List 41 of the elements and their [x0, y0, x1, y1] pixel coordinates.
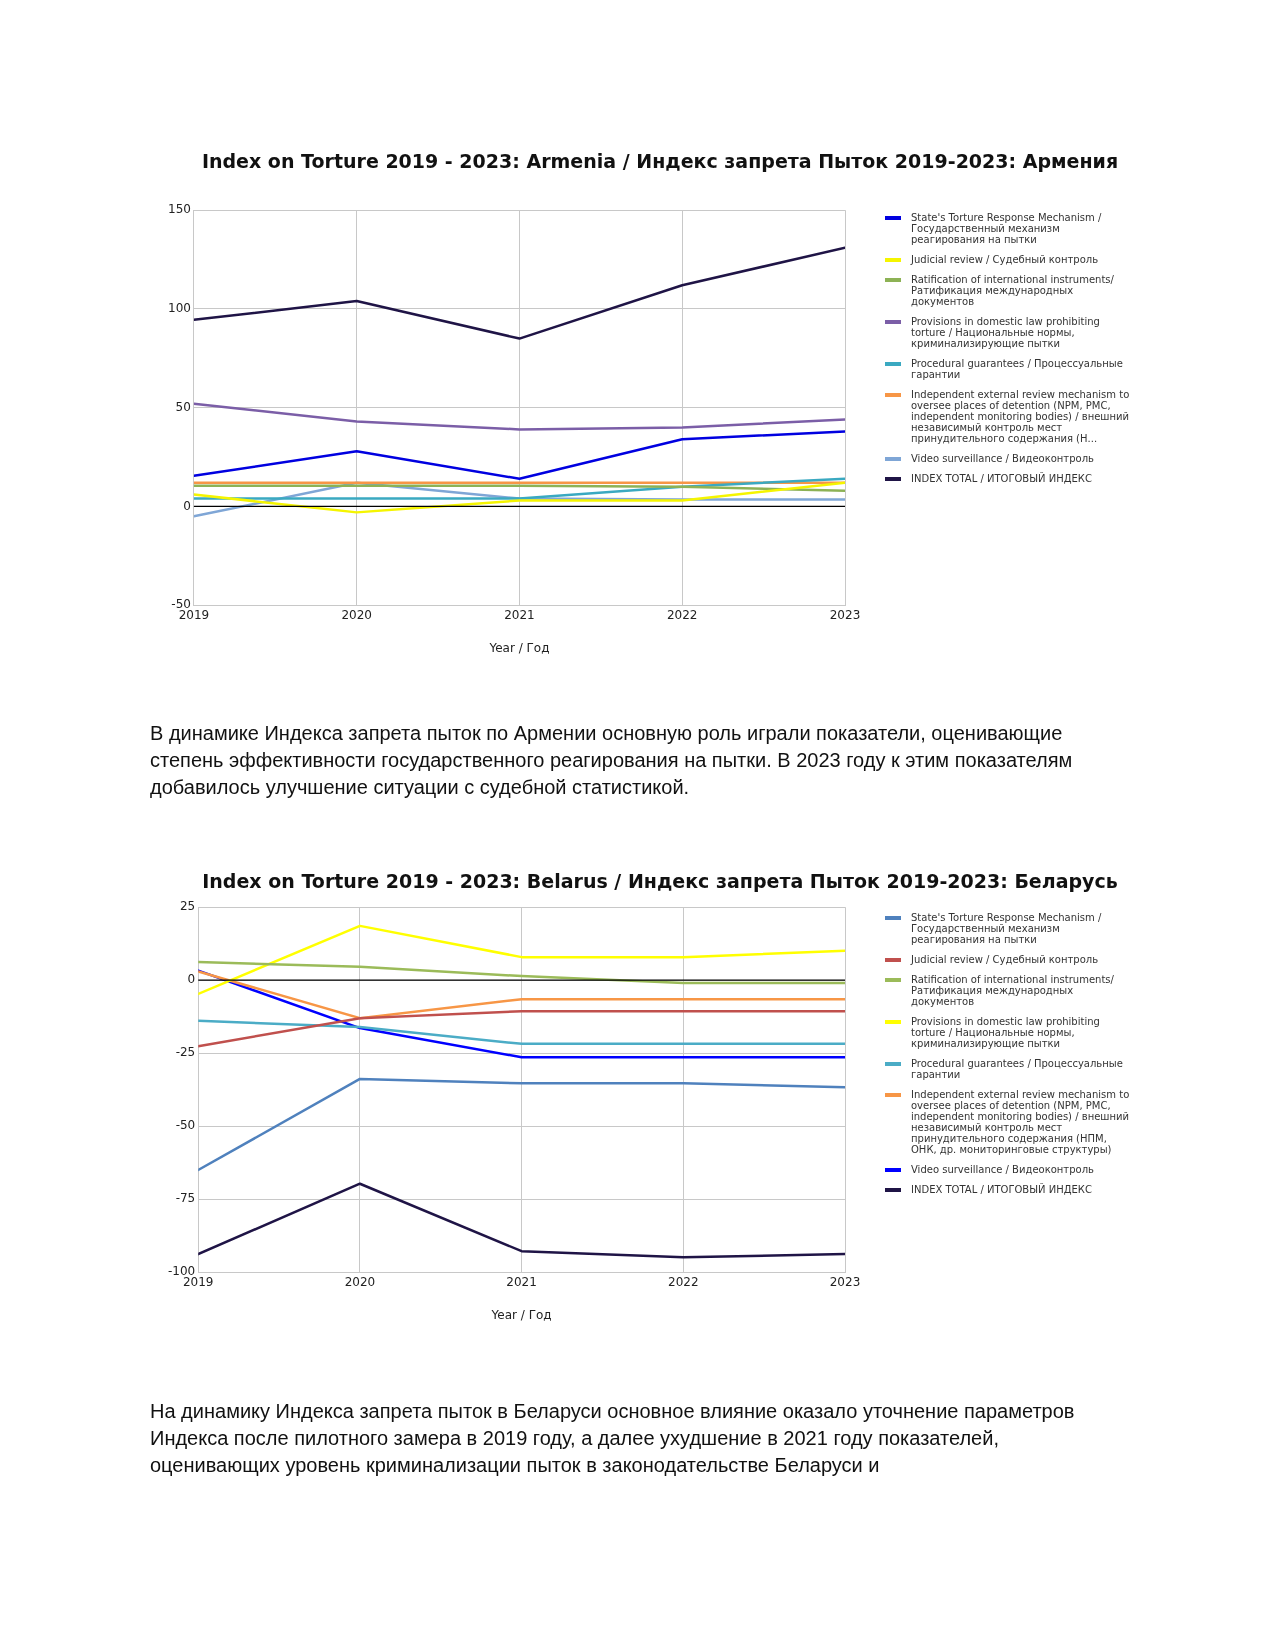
text: В динамике Индекса запрета пыток по Армении основную роль играли показатели, оценивающие степень эффективности государственного реагирования на пытки. В 2023 году к этим показателям добавилось улучшение ситуации с судебной статистикой. — [150, 721, 1074, 800]
x-tick-label: 2021 — [506, 1274, 537, 1289]
legend-label: State's Torture Response Mechanism / Государственный механизм реагирования на пытки — [911, 212, 1103, 245]
legend-label: Procedural guarantees / Процессуальные гарантии — [911, 1058, 1124, 1080]
x-tick-label: 2023 — [829, 607, 861, 622]
legend-label: Judicial review / Судебный контроль — [911, 254, 1099, 265]
y-tick-label: 100 — [168, 301, 191, 316]
x-tick-label: 2022 — [668, 1274, 699, 1289]
chart-title: Index on Torture 2019 - 2023: Armenia / Индекс запрета Пыток 2019-2023: Армения — [200, 150, 1120, 172]
y-tick-label: 25 — [179, 899, 196, 914]
legend-label: State's Torture Response Mechanism / Государственный механизм реагирования на пытки — [911, 912, 1103, 945]
x-tick-label: 2019 — [178, 607, 210, 622]
legend-label: Procedural guarantees / Процессуальные гарантии — [911, 358, 1124, 380]
x-tick-label: 2019 — [182, 1274, 214, 1289]
x-axis-title: Year / Год — [488, 640, 550, 655]
legend-label: Judicial review / Судебный контроль — [911, 954, 1099, 965]
text: На динамику Индекса запрета пыток в Беларуси основное влияние оказало уточнение параметров Индекса после пилотного замера в 2019 году, а далее ухудшение в 2021 году показателей, оценивающих уровень криминализации пыток в законодательстве Беларуси и — [150, 1399, 1076, 1478]
x-tick-label: 2020 — [344, 1274, 376, 1289]
legend-label: Video surveillance / Видеоконтроль — [911, 1164, 1094, 1175]
y-tick-label: -75 — [175, 1191, 196, 1206]
legend-label: Ratification of international instruments/ Ратификация международных документов — [911, 274, 1115, 307]
x-tick-label: 2021 — [504, 607, 535, 622]
legend-label: Independent external review mechanism to oversee places of detention (NPM, PMC, independent monitoring bodies) / внешний независимый контроль мест принудительного содержания (НПМ, ОНК, др. мониторинговые структуры) — [911, 1089, 1131, 1155]
legend-label: Video surveillance / Видеоконтроль — [911, 453, 1094, 464]
y-tick-label: 50 — [175, 399, 191, 414]
legend-label: Ratification of international instruments/ Ратификация международных документов — [911, 974, 1115, 1007]
y-tick-label: 150 — [168, 202, 191, 217]
x-tick-label: 2022 — [666, 607, 698, 622]
y-tick-label: -50 — [175, 1118, 196, 1133]
legend-label: INDEX TOTAL / ИТОГОВЫЙ ИНДЕКС — [911, 1184, 1092, 1195]
y-tick-label: 0 — [183, 498, 191, 513]
legend-label: Independent external review mechanism to oversee places of detention (NPM, PMC, independent monitoring bodies) / внешний независимый контроль мест принудительного содержания (Н... — [911, 389, 1131, 444]
chart-title: Index on Torture 2019 - 2023: Belarus / Индекс запрета Пыток 2019-2023: Беларусь — [201, 870, 1119, 892]
y-tick-label: -25 — [175, 1045, 196, 1060]
y-tick-label: 0 — [187, 972, 196, 987]
legend-label: INDEX TOTAL / ИТОГОВЫЙ ИНДЕКС — [911, 473, 1092, 484]
legend-label: Provisions in domestic law prohibiting torture / Национальные нормы, криминализирующие пытки — [911, 1016, 1101, 1049]
legend-label: Provisions in domestic law prohibiting torture / Национальные нормы, криминализирующие пытки — [911, 316, 1101, 349]
x-tick-label: 2020 — [341, 607, 372, 622]
x-tick-label: 2023 — [829, 1274, 861, 1289]
x-axis-title: Year / Год — [490, 1307, 552, 1322]
